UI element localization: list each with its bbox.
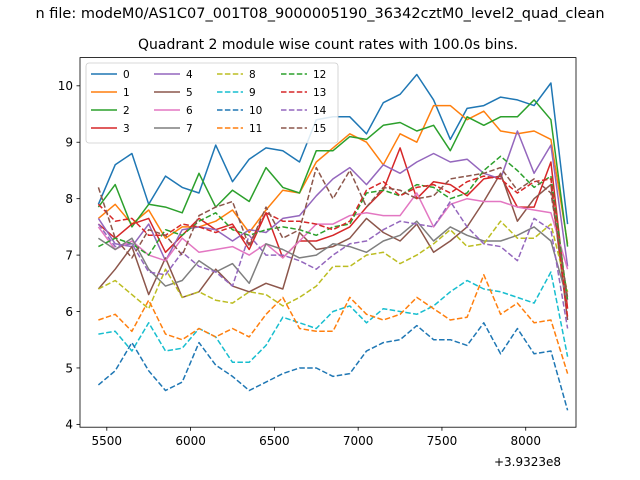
series-line-4 bbox=[97, 130, 569, 267]
series-line-12 bbox=[98, 155, 569, 301]
x-tick-label: 5500 bbox=[92, 434, 123, 448]
series-line-14 bbox=[97, 200, 569, 329]
x-axis: 5500 6000 6500 7000 7500 8000 bbox=[92, 427, 541, 448]
series-line-15 bbox=[97, 166, 569, 298]
y-tick-label: 8 bbox=[65, 192, 73, 206]
series-line-13 bbox=[97, 175, 569, 318]
legend-label-15: 15 bbox=[313, 123, 326, 135]
series-line-6 bbox=[97, 192, 569, 270]
legend-frame bbox=[85, 62, 339, 144]
legend-label-6: 6 bbox=[186, 105, 193, 117]
legend-label-3: 3 bbox=[123, 123, 130, 135]
legend-label-13: 13 bbox=[313, 87, 326, 99]
y-tick-label: 7 bbox=[65, 248, 73, 262]
legend-label-14: 14 bbox=[313, 105, 327, 117]
y-axis: 4 5 6 7 8 9 10 bbox=[58, 79, 80, 432]
legend-label-2: 2 bbox=[123, 105, 130, 117]
x-tick-label: 7000 bbox=[343, 434, 374, 448]
axes-frame bbox=[79, 57, 577, 428]
figure-suptitle: n file: modeM0/AS1C07_001T08_9000005190_… bbox=[35, 6, 604, 22]
series-line-10 bbox=[97, 322, 569, 411]
series-line-9 bbox=[98, 271, 569, 364]
legend-label-12: 12 bbox=[313, 69, 326, 81]
x-tick-label: 6500 bbox=[259, 434, 290, 448]
series-line-5 bbox=[97, 172, 569, 321]
x-tick-label: 8000 bbox=[510, 434, 541, 448]
legend-label-5: 5 bbox=[186, 87, 193, 99]
x-offset-text: +3.9323e8 bbox=[494, 455, 561, 469]
y-tick-label: 10 bbox=[58, 79, 73, 93]
legend-label-7: 7 bbox=[186, 123, 193, 135]
y-tick-label: 6 bbox=[65, 305, 73, 319]
legend-label-11: 11 bbox=[249, 123, 262, 135]
y-tick-label: 5 bbox=[65, 361, 73, 375]
legend-label-10: 10 bbox=[249, 105, 262, 117]
series-line-7 bbox=[97, 220, 569, 301]
chart-title: Quadrant 2 module wise count rates with … bbox=[138, 37, 518, 53]
x-tick-label: 7500 bbox=[427, 434, 458, 448]
legend-label-9: 9 bbox=[249, 87, 256, 99]
legend-label-1: 1 bbox=[123, 87, 130, 99]
series-line-11 bbox=[98, 274, 569, 374]
y-tick-label: 4 bbox=[65, 418, 73, 432]
legend-label-8: 8 bbox=[249, 69, 256, 81]
series-line-2 bbox=[97, 99, 569, 247]
series-line-8 bbox=[98, 220, 569, 310]
x-tick-label: 6000 bbox=[175, 434, 206, 448]
y-tick-label: 9 bbox=[65, 136, 73, 150]
legend-label-4: 4 bbox=[186, 69, 193, 81]
legend-label-0: 0 bbox=[123, 69, 130, 81]
series-line-1 bbox=[97, 104, 569, 244]
series-lines bbox=[97, 73, 569, 411]
